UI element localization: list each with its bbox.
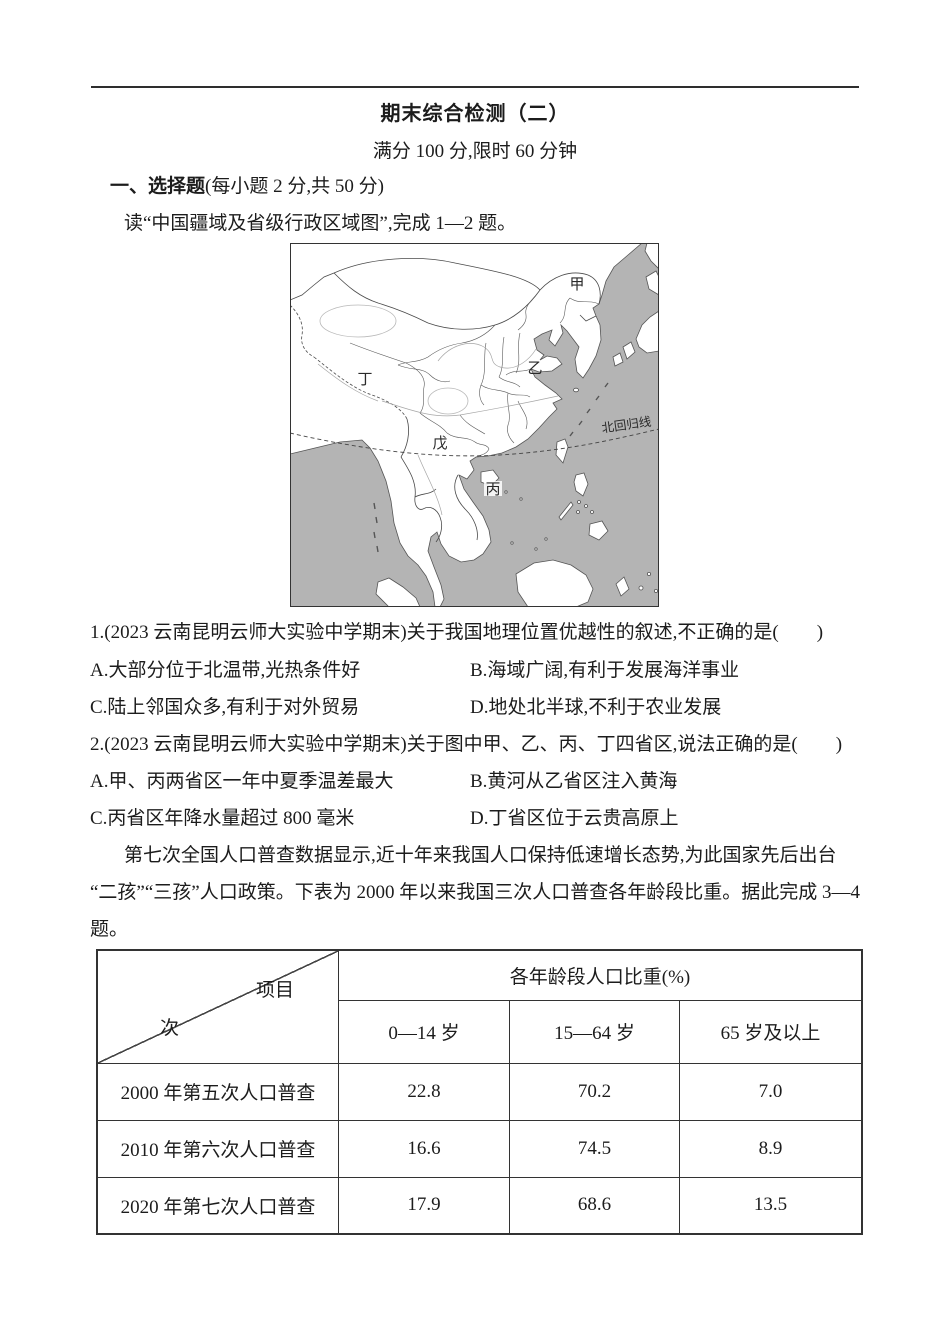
table-row-label: 2010 年第六次人口普查 (96, 1119, 339, 1178)
page-title: 期末综合检测（二） (380, 103, 570, 125)
island-dot (519, 497, 523, 501)
table-col-header: 0—14 岁 (338, 999, 510, 1064)
passage-line-3: 题。 (90, 919, 129, 940)
table-cell-value: 22.8 (338, 1062, 510, 1121)
census-table: 项目 次 各年龄段人口比重(%) 0—14 岁 15—64 岁 65 岁及以上 … (96, 949, 863, 1235)
map-label-bing: 丙 (485, 482, 500, 498)
island-mindanao (588, 520, 609, 541)
island-dot (653, 588, 658, 593)
section-heading: 一、选择题(每小题 2 分,共 50 分) (110, 174, 384, 199)
island-dot (590, 510, 594, 514)
top-rule (91, 86, 859, 88)
passage-line-2: “二孩”“三孩”人口政策。下表为 2000 年以来我国三次人口普查各年龄段比重。… (90, 882, 860, 903)
island-dot (544, 537, 548, 541)
island-taiwan (555, 438, 569, 464)
section-intro: 读“中国疆域及省级行政区域图”,完成 1—2 题。 (124, 213, 517, 234)
table-corner-top-label: 项目 (256, 980, 295, 1001)
table-cell-value: 17.9 (338, 1176, 510, 1235)
table-row-label: 2020 年第七次人口普查 (96, 1176, 339, 1235)
island-sumatra (375, 577, 421, 607)
island-dot (638, 585, 644, 591)
small-island-chains (373, 382, 609, 553)
map-label-tropic: 北回归线 (601, 415, 653, 436)
question-2-option-b: B.黄河从乙省区注入黄海 (470, 771, 678, 792)
map-labels: 甲 乙 丁 戊 丙 北回归线 (357, 277, 652, 498)
islands (375, 243, 659, 607)
china-map-svg: 甲 乙 丁 戊 丙 北回归线 (290, 243, 659, 607)
question-2-option-a: A.甲、丙两省区一年中夏季温差最大 (90, 771, 394, 792)
rivers (317, 343, 559, 516)
island-dot (576, 510, 580, 514)
island-dot (504, 490, 508, 494)
map-label-jia: 甲 (569, 277, 584, 293)
island-dot (510, 541, 514, 545)
island-luzon (573, 472, 589, 497)
tropic-of-cancer-line (290, 428, 659, 457)
map-label-wu: 戊 (432, 435, 447, 452)
question-1-option-c: C.陆上邻国众多,有利于对外贸易 (90, 697, 360, 718)
island-dot (646, 571, 651, 576)
section-heading-bold: 一、选择题 (110, 176, 206, 197)
label-backdrop (484, 481, 502, 496)
question-1-option-a: A.大部分位于北温带,光热条件好 (90, 660, 361, 681)
table-cell-value: 8.9 (679, 1119, 863, 1178)
question-2-option-c: C.丙省区年降水量超过 800 毫米 (90, 808, 355, 829)
table-cell-value: 16.6 (338, 1119, 510, 1178)
tarim-basin-outline (319, 304, 397, 338)
table-cell-value: 74.5 (509, 1119, 680, 1178)
island-borneo (515, 559, 594, 607)
island-shikoku (612, 352, 624, 367)
island-dot (577, 500, 581, 504)
table-cell-value: 13.5 (679, 1176, 863, 1235)
ocean-west (290, 439, 436, 607)
question-1-stem: 1.(2023 云南昆明云师大实验中学期末)关于我国地理位置优越性的叙述,不正确… (90, 622, 824, 643)
island-honshu (635, 310, 659, 354)
table-cell-value: 70.2 (509, 1062, 680, 1121)
table-corner-cell: 项目 次 (96, 949, 339, 1064)
question-2-stem: 2.(2023 云南昆明云师大实验中学期末)关于图中甲、乙、丙、丁四省区,说法正… (90, 734, 843, 755)
map-label-ding: 丁 (357, 372, 372, 388)
table-col-header: 15—64 岁 (509, 999, 680, 1064)
ocean-east (427, 243, 659, 607)
island-kyushu (622, 341, 636, 360)
island-dot (534, 547, 538, 551)
island-sakhalin (644, 243, 659, 270)
sichuan-basin-outline (427, 387, 469, 415)
section-heading-rest: (每小题 2 分,共 50 分) (205, 176, 384, 197)
table-row: 2000 年第五次人口普查 22.8 70.2 7.0 (96, 1062, 863, 1121)
page-subtitle: 满分 100 分,限时 60 分钟 (372, 141, 578, 162)
island-sulawesi (615, 576, 630, 597)
china-map: 甲 乙 丁 戊 丙 北回归线 (290, 243, 659, 607)
question-2-option-d: D.丁省区位于云贵高原上 (470, 808, 679, 829)
table-row: 2010 年第六次人口普查 16.6 74.5 8.9 (96, 1119, 863, 1178)
island-jeju (573, 387, 579, 393)
table-row-label: 2000 年第五次人口普查 (96, 1062, 339, 1121)
island-hokkaido (645, 270, 659, 296)
table-cell-value: 7.0 (679, 1062, 863, 1121)
table-cell-value: 68.6 (509, 1176, 680, 1235)
country-borders (290, 258, 601, 543)
island-dot (584, 504, 588, 508)
passage-line-1: 第七次全国人口普查数据显示,近十年来我国人口保持低速增长态势,为此国家先后出台 (124, 845, 837, 866)
table-corner-bottom-label: 次 (160, 1018, 180, 1039)
island-palawan (558, 501, 574, 521)
map-frame (290, 243, 659, 607)
map-label-yi: 乙 (527, 361, 542, 377)
province-borders (349, 289, 600, 458)
table-group-header: 各年龄段人口比重(%) (338, 949, 863, 1001)
question-1-option-d: D.地处北半球,不利于农业发展 (470, 697, 722, 718)
table-col-header: 65 岁及以上 (679, 999, 863, 1064)
question-1-option-b: B.海域广阔,有利于发展海洋事业 (470, 660, 740, 681)
table-row: 2020 年第七次人口普查 17.9 68.6 13.5 (96, 1176, 863, 1235)
